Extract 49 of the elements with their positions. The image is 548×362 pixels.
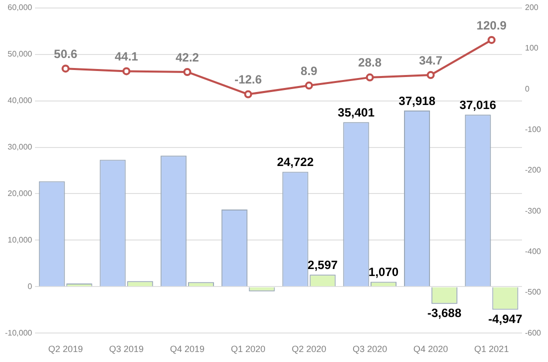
data-label: 35,401 <box>338 105 375 120</box>
point <box>426 71 435 80</box>
y-tick-label: 60,000 <box>8 3 33 12</box>
data-label: 28.8 <box>358 56 382 70</box>
y-tick-label: 20,000 <box>8 188 33 198</box>
data-label: 2,597 <box>308 258 338 272</box>
x-tick-label: Q4 2019 <box>170 344 205 354</box>
data-label: 50.6 <box>54 46 78 61</box>
point <box>366 73 374 82</box>
y2-tick-label: 200 <box>524 3 539 12</box>
point <box>122 67 130 76</box>
data-label: -12.6 <box>234 72 262 87</box>
y-tick-label: 30,000 <box>8 142 33 152</box>
point <box>304 82 313 90</box>
x-tick-label: Q1 2020 <box>230 344 266 354</box>
x-tick-label: Q1 2021 <box>474 344 509 354</box>
data-label: 37,918 <box>398 94 436 108</box>
data-label: 42.2 <box>176 50 200 64</box>
y2-tick-label: 0 <box>524 84 530 94</box>
y2-tick-label: 100 <box>524 44 539 53</box>
data-label: 120.9 <box>476 18 507 32</box>
x-tick-label: Q2 2020 <box>292 344 326 354</box>
y2-tick-label: -100 <box>524 125 542 134</box>
data-label: 44.1 <box>114 50 138 64</box>
y2-tick-label: -500 <box>524 288 542 297</box>
data-label: 34.7 <box>419 53 443 68</box>
x-tick-label: Q3 2020 <box>352 344 388 354</box>
y-tick-label: -10,000 <box>4 328 33 338</box>
point <box>183 68 192 76</box>
y2-tick-label: -200 <box>524 166 542 175</box>
data-label: -3,688 <box>427 306 462 320</box>
y-tick-label: 50,000 <box>8 49 33 58</box>
y2-tick-label: -400 <box>524 247 542 256</box>
data-label: -4,947 <box>488 312 523 326</box>
data-label: 37,016 <box>460 98 497 112</box>
y2-tick-label: -600 <box>524 328 542 338</box>
data-label: 8.9 <box>300 64 318 78</box>
y-tick-label: 0 <box>28 282 33 291</box>
x-tick-label: Q3 2019 <box>109 344 144 354</box>
y-tick-label: 40,000 <box>8 96 33 105</box>
x-tick-label: Q4 2020 <box>413 344 448 354</box>
point <box>488 36 496 44</box>
point <box>62 64 70 73</box>
data-label: 24,722 <box>276 155 314 170</box>
data-label: 1,070 <box>368 265 399 280</box>
point <box>244 90 252 98</box>
x-tick-label: Q2 2019 <box>48 344 83 354</box>
y-tick-label: 10,000 <box>8 235 33 244</box>
y2-tick-label: -300 <box>524 206 542 216</box>
